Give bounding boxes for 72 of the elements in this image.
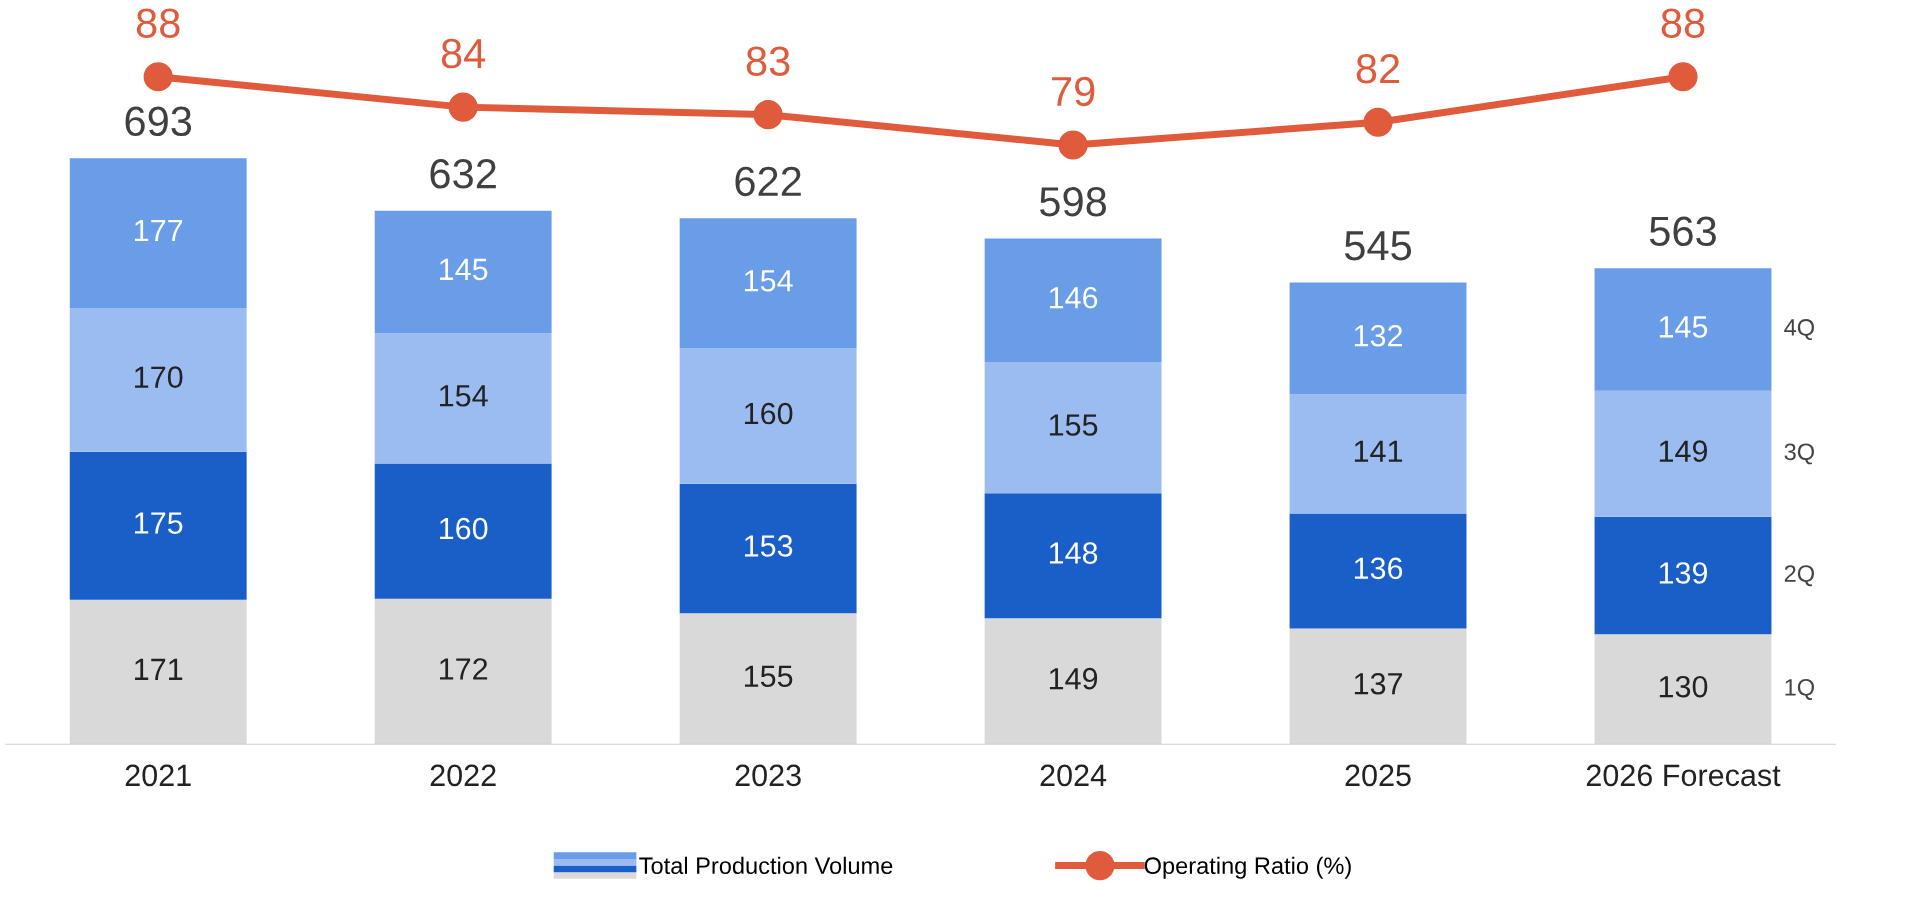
x-tick-label: 2023 (735, 764, 801, 787)
total-label: 598 (1039, 186, 1107, 217)
data-label: 88 (1661, 8, 1705, 38)
bar (1594, 516, 1772, 635)
data-label: 149 (1659, 440, 1708, 463)
data-label: 160 (440, 517, 488, 540)
data-label: 88 (136, 8, 180, 38)
data-label: 79 (1052, 76, 1095, 107)
data-label: 145 (1659, 316, 1708, 338)
bar (374, 210, 552, 334)
total-label: 693 (125, 106, 192, 137)
bar (984, 493, 1162, 619)
bar (374, 463, 552, 599)
total-label: 632 (430, 159, 496, 189)
bar (984, 238, 1162, 363)
data-label: 145 (440, 258, 488, 281)
data-label: 155 (744, 665, 793, 687)
point (143, 62, 173, 92)
point (448, 92, 478, 122)
text: Total Production Volume (639, 856, 893, 875)
data-label: 160 (744, 402, 793, 425)
bar (984, 362, 1162, 494)
bar (679, 348, 857, 484)
x-tick-label: 2022 (430, 764, 496, 787)
total-label: 545 (1344, 231, 1412, 261)
data-label: 84 (441, 38, 486, 69)
data-label: 175 (135, 512, 183, 534)
series-label: 3Q (1784, 443, 1814, 465)
data-label: 155 (1049, 414, 1098, 436)
bar (374, 333, 552, 464)
data-label: 132 (1354, 324, 1402, 347)
data-label: 153 (744, 535, 793, 557)
data-label: 170 (135, 366, 183, 389)
series-label: 2Q (1784, 565, 1814, 587)
data-label: 141 (1354, 440, 1403, 462)
data-label: 83 (746, 46, 790, 76)
data-label: 146 (1049, 286, 1098, 309)
point (1668, 62, 1698, 92)
x-tick-label: 2025 (1345, 764, 1411, 787)
data-label: 139 (1659, 562, 1708, 584)
point (1363, 107, 1393, 137)
total-label: 622 (735, 166, 801, 197)
data-label: 171 (135, 658, 183, 680)
x-tick-label: 2021 (125, 764, 191, 787)
data-label: 130 (1659, 675, 1708, 698)
data-label: 148 (1049, 542, 1098, 564)
bar (1289, 282, 1467, 395)
point (753, 100, 783, 130)
x-tick-label: 2026 Forecast (1586, 764, 1781, 787)
data-label: 82 (1356, 53, 1400, 84)
total-label: 563 (1649, 216, 1716, 247)
bar (1594, 390, 1772, 517)
data-label: 149 (1049, 667, 1098, 690)
data-label: 154 (744, 270, 793, 292)
data-label: 137 (1354, 672, 1402, 695)
bar (679, 218, 857, 349)
bar (1594, 268, 1772, 391)
bar (1289, 513, 1467, 629)
bar (1289, 394, 1467, 514)
series-label: 1Q (1785, 678, 1814, 700)
bar (69, 307, 247, 452)
bar (69, 451, 247, 600)
bar (679, 483, 857, 614)
legend-label: Operating Ratio (%) (1144, 856, 1351, 879)
x-tick-label: 2024 (1040, 764, 1107, 787)
data-label: 154 (440, 385, 488, 407)
data-label: 172 (440, 658, 488, 680)
bar (69, 158, 247, 308)
point (1058, 130, 1088, 160)
data-label: 177 (135, 219, 183, 241)
series-label: 4Q (1784, 319, 1814, 341)
data-label: 136 (1354, 557, 1403, 580)
